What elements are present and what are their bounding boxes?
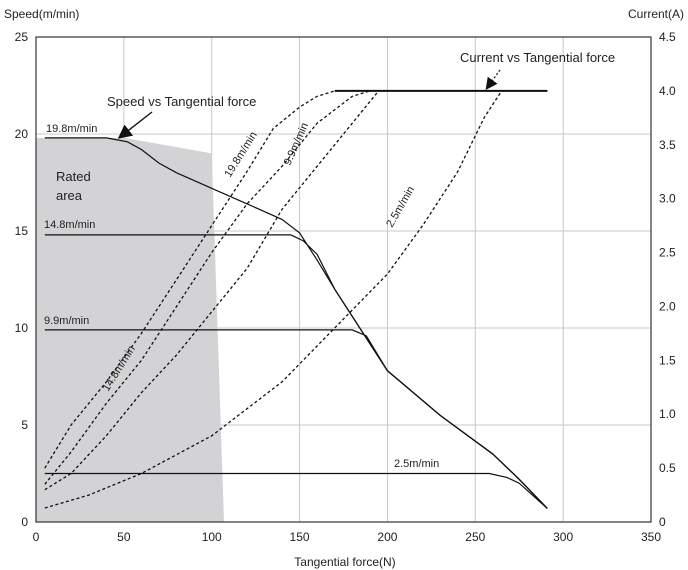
speed-lines-layer (44, 137, 548, 509)
current-label-19-8: 19.8m/min (222, 130, 259, 180)
y-left-tick-label: 25 (15, 30, 29, 44)
y-left-axis-title: Speed(m/min) (4, 7, 79, 21)
y-right-tick-label: 0.5 (659, 461, 676, 475)
y-right-tick-label: 2.0 (659, 299, 676, 313)
x-tick-label: 250 (465, 530, 485, 544)
current-line (44, 90, 548, 491)
y-right-tick-label: 0 (659, 515, 666, 529)
y-right-tick-label: 3.5 (659, 138, 676, 152)
y-right-tick-label: 1.5 (659, 353, 676, 367)
y-right-axis-title: Current(A) (628, 7, 684, 21)
y-left-tick-label: 10 (15, 321, 29, 335)
x-tick-label: 100 (202, 530, 222, 544)
current-line (44, 90, 548, 469)
y-left-tick-label: 15 (15, 224, 29, 238)
y-right-tick-label: 1.0 (659, 407, 676, 421)
x-tick-label: 200 (377, 530, 397, 544)
x-tick-label: 150 (290, 530, 310, 544)
x-axis-title: Tangential force(N) (294, 555, 395, 569)
speed-line (44, 472, 548, 509)
speed-annotation: Speed vs Tangential force (107, 94, 256, 109)
current-line (44, 90, 548, 509)
rated-area-label-line2: area (56, 188, 83, 203)
speed-annotation-arrow (117, 111, 153, 139)
x-tick-label: 350 (641, 530, 661, 544)
y-left-tick-label: 0 (21, 515, 28, 529)
current-annotation-arrow (485, 69, 501, 90)
y-right-tick-label: 2.5 (659, 246, 676, 260)
current-annotation: Current vs Tangential force (460, 50, 615, 65)
y-right-tick-label: 3.0 (659, 192, 676, 206)
plot-frame (35, 36, 652, 523)
y-left-tick-label: 5 (21, 418, 28, 432)
y-right-tick-label: 4.0 (659, 84, 676, 98)
x-tick-label: 0 (33, 530, 40, 544)
current-label-2-5: 2.5m/min (384, 184, 417, 229)
speed-label-19-8: 19.8m/min (46, 123, 97, 135)
rated-area-label-line1: Rated (56, 169, 91, 184)
current-label-9-9: 9.9m/min (282, 121, 311, 167)
y-left-tick-label: 20 (15, 127, 29, 141)
x-tick-label: 50 (117, 530, 131, 544)
speed-label-2-5: 2.5m/min (394, 458, 439, 470)
tick-labels-layer: 0 50 100 150 200 250 300 350051015202500.51.01.… (15, 30, 676, 544)
current-line (44, 90, 548, 485)
speed-line (44, 329, 548, 509)
y-right-tick-label: 4.5 (659, 30, 676, 44)
plot-border (35, 36, 652, 523)
speed-label-14-8: 14.8m/min (44, 219, 95, 231)
x-tick-label: 300 (553, 530, 573, 544)
speed-label-9-9: 9.9m/min (44, 315, 89, 327)
current-lines-layer (44, 89, 548, 509)
